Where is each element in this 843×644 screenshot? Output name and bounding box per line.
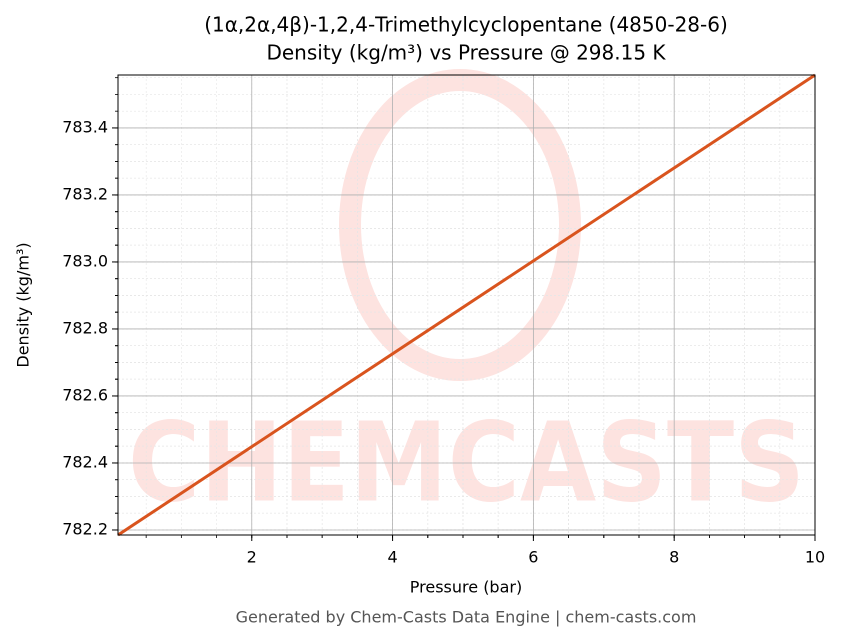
data-line — [117, 73, 816, 537]
x-tick-label: 2 — [247, 548, 257, 567]
x-tick-label: 4 — [387, 548, 397, 567]
y-axis-label: Density (kg/m³) — [14, 242, 33, 367]
y-tick-label: 783.0 — [62, 251, 108, 270]
y-tick-label: 783.4 — [62, 117, 108, 136]
y-tick-label: 783.2 — [62, 184, 108, 203]
plot-frame — [117, 74, 816, 536]
x-axis-label: Pressure (bar) — [410, 578, 522, 597]
footer: Generated by Chem-Casts Data Engine | ch… — [236, 608, 697, 627]
y-tick-label: 782.2 — [62, 519, 108, 538]
y-tick-label: 782.6 — [62, 385, 108, 404]
chart-title: (1α,2α,4β)-1,2,4-Trimethylcyclopentane (… — [204, 13, 728, 37]
x-tick-label: 6 — [528, 548, 538, 567]
y-tick-label: 782.8 — [62, 318, 108, 337]
watermark-logo — [339, 69, 581, 381]
x-tick-label: 10 — [805, 548, 825, 567]
watermark: CHEMCASTS — [128, 398, 805, 526]
chart-subtitle: Density (kg/m³) vs Pressure @ 298.15 K — [266, 41, 666, 65]
x-tick-label: 8 — [669, 548, 679, 567]
y-tick-label: 782.4 — [62, 452, 108, 471]
